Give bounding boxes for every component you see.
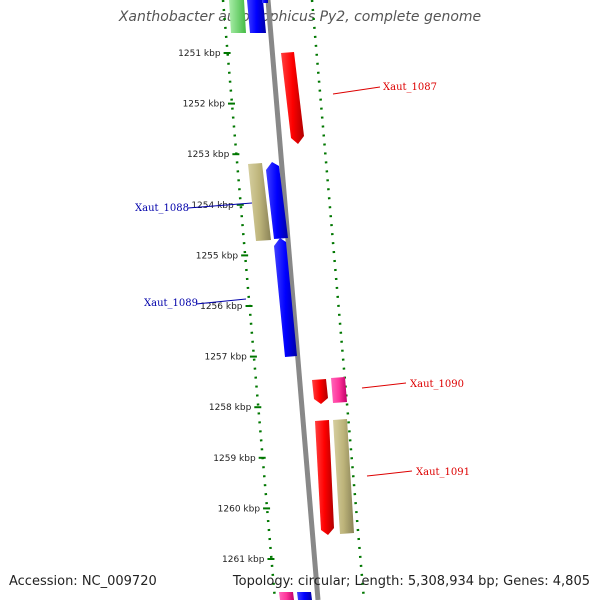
gene-xaut-1087 xyxy=(281,52,304,144)
gene-blue-bottom xyxy=(297,592,312,600)
tick-label: 1259 kbp xyxy=(213,454,256,464)
gene-pink-bottom xyxy=(279,592,294,600)
tick-label: 1257 kbp xyxy=(204,353,247,363)
tick-label: 1255 kbp xyxy=(196,251,239,261)
connector-xaut-1090 xyxy=(361,382,407,389)
tick-label: 1261 kbp xyxy=(222,555,265,565)
gene-green xyxy=(229,0,246,33)
tick-label: 1260 kbp xyxy=(218,504,261,514)
right-dotted-guide xyxy=(310,0,366,600)
tick-label: 1252 kbp xyxy=(183,100,226,110)
gene-xaut-1090 xyxy=(312,379,328,404)
genome-summary-text: Topology: circular; Length: 5,308,934 bp… xyxy=(232,574,590,589)
gene-xaut-1088 xyxy=(266,162,288,239)
connector-xaut-1091 xyxy=(366,470,413,477)
label-xaut-1091: Xaut_1091 xyxy=(416,467,470,478)
accession-text: Accession: NC_009720 xyxy=(9,574,157,589)
gene-pink-1 xyxy=(331,377,347,403)
tick-label: 1253 kbp xyxy=(187,150,230,160)
connector-xaut-1088 xyxy=(187,202,253,209)
gene-blue-top-2 xyxy=(262,0,268,3)
tick-label: 1258 kbp xyxy=(209,403,252,413)
connector-xaut-1089 xyxy=(195,298,247,305)
gene-olive-2 xyxy=(333,419,354,534)
genome-title: Xanthobacter autotrophicus Py2, complete… xyxy=(118,9,482,25)
gene-blue-top xyxy=(247,0,266,33)
gene-xaut-1089 xyxy=(274,238,297,357)
genome-backbone xyxy=(265,0,321,600)
label-xaut-1088: Xaut_1088 xyxy=(135,203,189,214)
label-xaut-1087: Xaut_1087 xyxy=(383,82,437,93)
connector-xaut-1087 xyxy=(332,86,381,95)
label-xaut-1089: Xaut_1089 xyxy=(144,298,198,309)
gene-xaut-1091 xyxy=(315,420,334,535)
tick-label: 1251 kbp xyxy=(178,49,221,59)
left-dotted-guide xyxy=(221,0,277,600)
gene-olive-1 xyxy=(248,163,271,241)
label-xaut-1090: Xaut_1090 xyxy=(410,379,464,390)
tick-label: 1256 kbp xyxy=(200,302,243,312)
